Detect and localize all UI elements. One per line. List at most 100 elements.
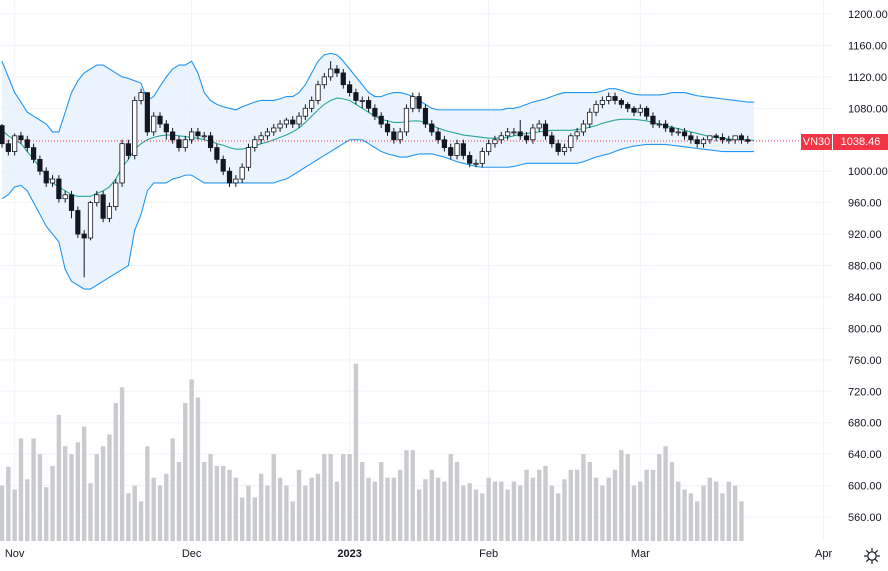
- volume-bar: [208, 454, 213, 541]
- candle-body: [574, 131, 580, 137]
- volume-bar: [638, 481, 643, 541]
- candle-body: [713, 135, 719, 138]
- volume-bar: [322, 454, 327, 541]
- candle-body: [738, 135, 745, 141]
- volume-bar: [366, 477, 371, 541]
- volume-bar: [372, 481, 378, 541]
- volume-bar: [505, 489, 510, 541]
- volume-bar: [606, 477, 611, 541]
- candle-body: [188, 131, 195, 141]
- candle-body: [125, 143, 131, 156]
- candle-body: [346, 84, 353, 93]
- candle-body: [637, 107, 643, 113]
- candle-body: [5, 143, 11, 152]
- volume-bar: [391, 477, 397, 541]
- volume-bar: [650, 469, 656, 541]
- candle-body: [707, 135, 713, 141]
- volume-bar: [631, 485, 637, 541]
- volume-bar: [252, 497, 257, 541]
- candle-body: [561, 147, 568, 152]
- candle-body: [384, 123, 391, 133]
- candle-body: [441, 139, 448, 149]
- candle-body: [454, 143, 460, 156]
- candle-body: [12, 135, 18, 152]
- volume-bar: [328, 454, 333, 541]
- volume-bar: [524, 469, 529, 541]
- volume-bar: [296, 469, 302, 541]
- volume-bar: [499, 481, 504, 541]
- volume-bar: [56, 414, 62, 541]
- volume-bar: [593, 477, 599, 541]
- volume-bar: [347, 454, 352, 541]
- candle-body: [403, 107, 410, 133]
- volume-bar: [726, 481, 731, 541]
- candle-body: [732, 135, 738, 141]
- volume-bar: [69, 454, 74, 541]
- candle-body: [56, 178, 62, 200]
- candle-body: [587, 111, 593, 125]
- candle-body: [568, 135, 574, 149]
- volume-bar: [480, 493, 485, 541]
- volume-bar: [6, 466, 11, 541]
- volume-bar: [492, 481, 498, 541]
- candle-body: [68, 194, 75, 211]
- y-axis-tick-label: 800.00: [848, 323, 882, 335]
- gear-icon[interactable]: [862, 546, 882, 566]
- volume-bar: [170, 438, 175, 541]
- candle-body: [195, 131, 201, 137]
- candle-body: [486, 143, 492, 152]
- candle-body: [18, 135, 24, 141]
- volume-bar: [701, 485, 706, 541]
- volume-bar: [537, 469, 542, 541]
- candle-body: [410, 96, 416, 109]
- volume-bar: [555, 493, 561, 541]
- volume-bar: [530, 477, 536, 541]
- candle-body: [669, 127, 675, 133]
- volume-bar: [12, 489, 17, 541]
- volume-bar: [164, 473, 169, 541]
- candle-body: [81, 233, 87, 239]
- volume-bar: [574, 469, 580, 541]
- volume-bar: [410, 450, 415, 541]
- bollinger-upper-line: [1, 52, 755, 133]
- volume-bar: [385, 477, 390, 541]
- volume-bar: [644, 469, 649, 541]
- candle-body: [24, 139, 30, 149]
- candle-body: [340, 72, 346, 86]
- candle-body: [309, 100, 315, 109]
- volume-bar: [290, 501, 295, 541]
- volume-bar: [284, 485, 289, 541]
- volume-bar: [454, 461, 460, 541]
- volume-bar: [227, 469, 232, 541]
- last-price-tag: 1038.46: [833, 134, 888, 150]
- volume-bar: [448, 454, 453, 541]
- candle-body: [397, 131, 403, 141]
- volume-bar: [75, 442, 81, 541]
- volume-bar: [379, 461, 384, 541]
- x-axis-tick-label: Dec: [182, 548, 202, 560]
- candle-body: [644, 107, 650, 117]
- candle-body: [365, 100, 372, 109]
- volume-bar: [429, 469, 434, 541]
- volume-bar: [568, 469, 573, 541]
- candle-body: [271, 127, 277, 133]
- volume-bar: [151, 477, 156, 541]
- volume-bar: [695, 501, 700, 541]
- volume-bar: [619, 450, 624, 541]
- volume-bar: [18, 438, 24, 541]
- volume-bar: [625, 454, 630, 541]
- volume-bar: [435, 477, 441, 541]
- x-axis-tick-label: Nov: [5, 548, 25, 560]
- volume-bar: [549, 485, 555, 541]
- candle-body: [176, 139, 182, 149]
- volume-bar: [473, 489, 479, 541]
- volume-bar: [315, 473, 321, 541]
- volume-bar: [442, 481, 447, 541]
- candle-body: [580, 123, 587, 133]
- candle-body: [119, 143, 125, 184]
- candle-body: [536, 123, 542, 129]
- volume-bar: [713, 481, 719, 541]
- candle-body: [530, 127, 536, 141]
- volume-bar: [176, 461, 182, 541]
